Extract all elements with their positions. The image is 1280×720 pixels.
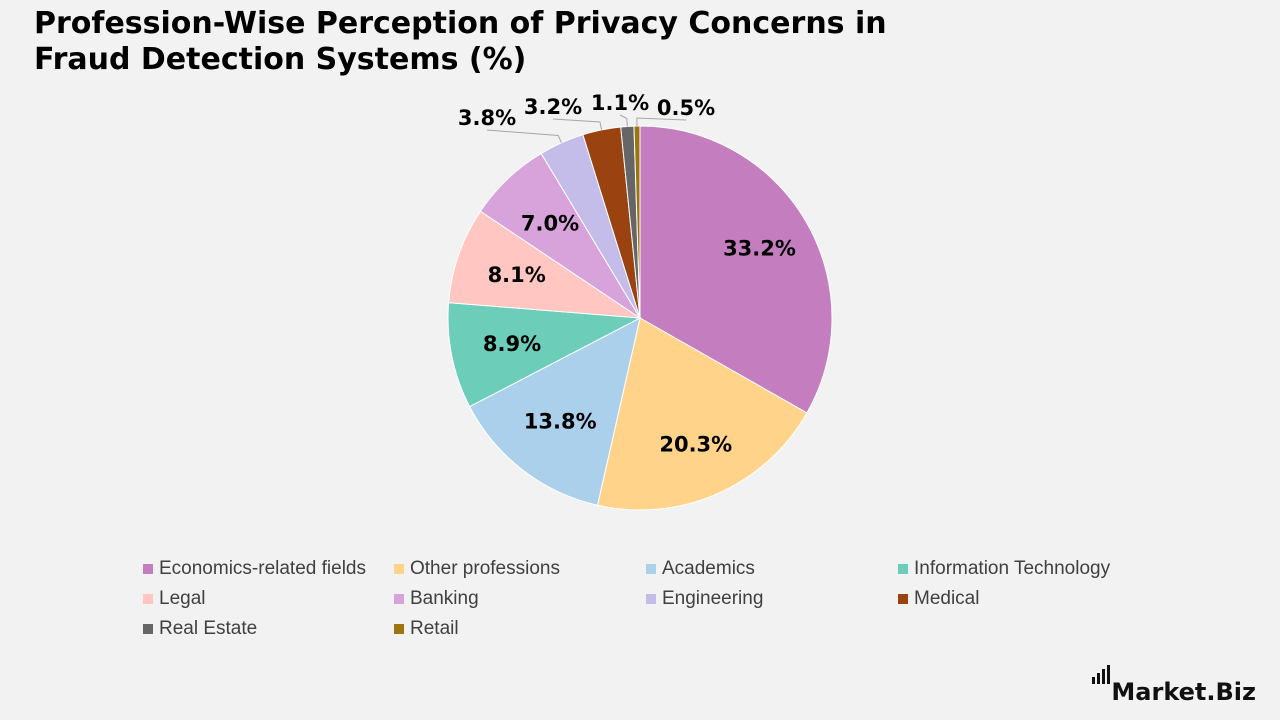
leader-line xyxy=(619,114,628,127)
legend-swatch xyxy=(143,623,153,634)
legend-label: Real Estate xyxy=(159,617,258,639)
legend-swatch xyxy=(143,563,153,574)
legend: Economics-related fields Other professio… xyxy=(143,556,1158,641)
data-label: 7.0% xyxy=(521,212,579,236)
legend-item-information-technology: Information Technology xyxy=(898,556,1158,581)
logo-text: Market.Biz xyxy=(1111,678,1256,706)
pie-slice-retail xyxy=(633,125,641,319)
legend-swatch xyxy=(394,623,404,634)
legend-label: Legal xyxy=(159,587,206,609)
legend-swatch xyxy=(143,593,153,604)
brand-logo: Market.Biz xyxy=(1092,665,1256,706)
legend-swatch xyxy=(898,563,908,574)
leader-line xyxy=(552,118,603,130)
legend-label: Banking xyxy=(410,587,479,609)
pie-slice-other-professions xyxy=(596,317,808,511)
legend-swatch xyxy=(394,563,404,574)
legend-item-academics: Academics xyxy=(646,556,898,581)
legend-item-legal: Legal xyxy=(143,586,394,611)
legend-item-other-professions: Other professions xyxy=(394,556,646,581)
data-label: 8.1% xyxy=(488,263,546,287)
legend-label: Engineering xyxy=(662,587,764,609)
legend-item-economics: Economics-related fields xyxy=(143,556,394,581)
data-label: 0.5% xyxy=(657,96,715,120)
data-label: 20.3% xyxy=(659,433,732,457)
legend-item-engineering: Engineering xyxy=(646,586,898,611)
legend-label: Information Technology xyxy=(914,557,1111,579)
legend-item-medical: Medical xyxy=(898,586,1158,611)
legend-item-real-estate: Real Estate xyxy=(143,616,394,641)
legend-label: Retail xyxy=(410,617,459,639)
pie-slice-academics xyxy=(468,317,641,506)
legend-swatch xyxy=(898,593,908,604)
pie-slice-information-technology xyxy=(447,302,642,408)
leader-line xyxy=(486,129,562,144)
pie-slice-legal xyxy=(448,210,642,319)
leader-line xyxy=(636,117,687,127)
legend-item-banking: Banking xyxy=(394,586,646,611)
data-label: 1.1% xyxy=(591,91,649,115)
pie-slice-economics-related-fields xyxy=(639,125,833,414)
legend-label: Academics xyxy=(662,557,755,579)
legend-label: Other professions xyxy=(410,557,560,579)
data-label: 8.9% xyxy=(483,332,541,356)
legend-swatch xyxy=(646,563,656,574)
legend-label: Medical xyxy=(914,587,980,609)
data-label: 33.2% xyxy=(723,237,796,261)
data-label: 13.8% xyxy=(524,409,597,433)
legend-label: Economics-related fields xyxy=(159,557,366,579)
logo-bars-icon xyxy=(1092,665,1111,684)
legend-swatch xyxy=(646,593,656,604)
legend-item-retail: Retail xyxy=(394,616,646,641)
legend-swatch xyxy=(394,593,404,604)
data-label: 3.2% xyxy=(524,95,582,119)
chart-title: Profession-Wise Perception of Privacy Co… xyxy=(34,6,887,77)
data-label: 3.8% xyxy=(458,106,516,130)
